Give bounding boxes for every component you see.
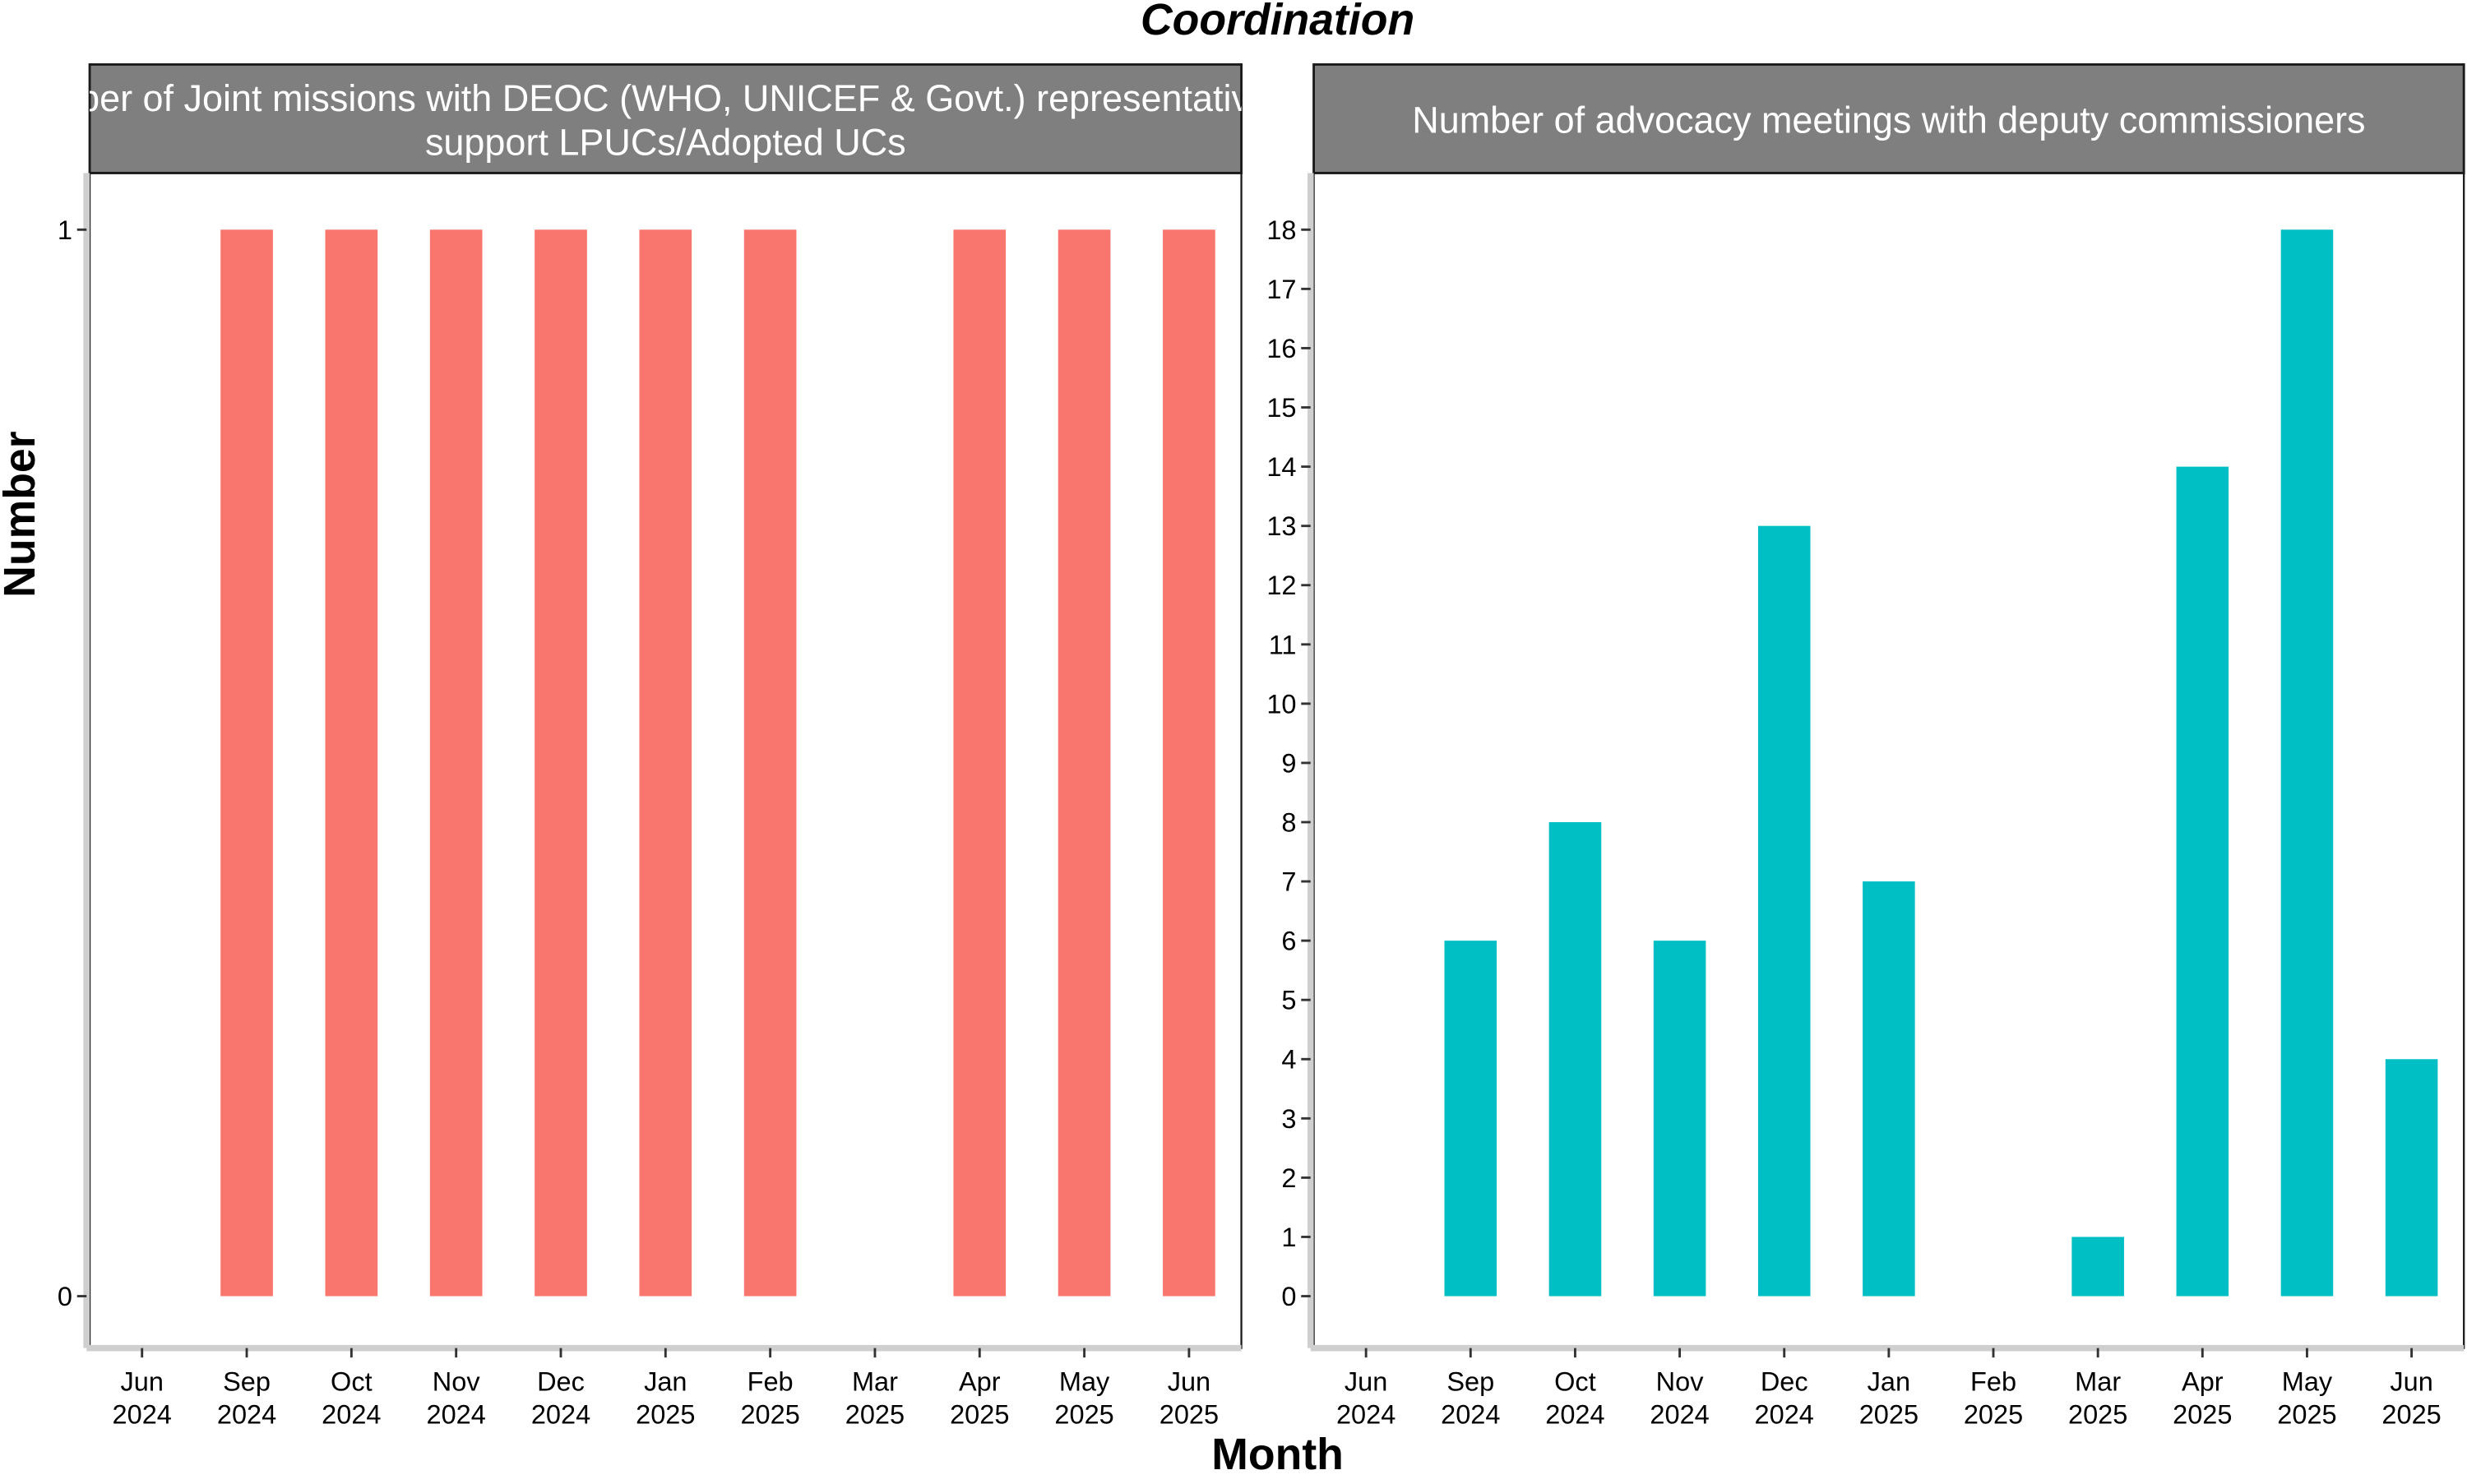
panel-1-x-tick-label-month: Mar [2075, 1366, 2121, 1396]
panel-1-y-tick-label: 12 [1266, 571, 1296, 600]
panel-1-strip [1312, 63, 2465, 174]
panel-0-bar-may-2025 [1058, 229, 1111, 1297]
panel-1-y-tick-label: 16 [1266, 334, 1296, 363]
panel-0-x-tick-label-year: 2025 [636, 1400, 695, 1430]
panel-1-bar-sep-2024 [1444, 941, 1497, 1297]
panel-0-bar-oct-2024 [325, 229, 378, 1297]
panel-1-x-tick-label-year: 2024 [1755, 1400, 1814, 1430]
panel-1-y-tick-label: 6 [1281, 927, 1296, 956]
panel-0-x-tick-label-year: 2024 [322, 1400, 381, 1430]
panel-1-x-tick-label-month: Feb [1970, 1366, 2016, 1396]
panel-1-x-tick-label-month: Apr [2182, 1366, 2224, 1396]
panel-0-strip-label: support LPUCs/Adopted UCs [425, 121, 906, 163]
panel-0-x-tick-label-year: 2024 [113, 1400, 172, 1430]
panel-1-y-tick-label: 11 [1269, 630, 1297, 659]
panel-1-x-tick-label-year: 2024 [1650, 1400, 1709, 1430]
panel-1-x-tick-label-month: Jun [2390, 1366, 2432, 1396]
panel-0-bar-feb-2025 [743, 229, 797, 1297]
panel-0-x-tick-label-month: Jan [644, 1366, 687, 1396]
panel-1-bar-nov-2024 [1653, 941, 1706, 1297]
panel-1-bar-apr-2025 [2176, 466, 2229, 1297]
panel-0-bar-nov-2024 [429, 229, 483, 1297]
panel-1-y-tick-label: 8 [1281, 807, 1296, 837]
panel-1-x-tick-label-year: 2025 [2068, 1400, 2127, 1430]
panel-1-x-tick-label-month: May [2282, 1366, 2333, 1396]
panel-1-bar-oct-2024 [1548, 822, 1602, 1297]
chart-title: Coordination [1141, 0, 1414, 44]
panel-1-x-tick-label-month: Dec [1761, 1366, 1808, 1396]
panel-0-x-tick-label-month: Apr [959, 1366, 1001, 1396]
panel-1-bar-may-2025 [2280, 229, 2334, 1297]
panel-1-x-tick-label-month: Oct [1554, 1366, 1596, 1396]
panel-1-x-tick-label-year: 2025 [1859, 1400, 1919, 1430]
panel-1-x-tick-label-month: Nov [1656, 1366, 1705, 1396]
panel-1-y-tick-label: 1 [1281, 1223, 1296, 1252]
panel-1-y-tick-label: 10 [1266, 689, 1296, 719]
panel-0-x-tick-label-year: 2025 [740, 1400, 799, 1430]
panel-0-x-tick-label-year: 2025 [1159, 1400, 1219, 1430]
panel-0-bar-sep-2024 [220, 229, 273, 1297]
panel-1-strip-label: Number of advocacy meetings with deputy … [1412, 99, 2365, 141]
panel-1-y-tick-label: 0 [1281, 1282, 1296, 1311]
panel-1-y-tick-label: 2 [1281, 1163, 1296, 1193]
panel-0-x-tick-label-year: 2024 [531, 1400, 590, 1430]
panel-1-x-tick-label-month: Jan [1868, 1366, 1910, 1396]
panel-1-bar-mar-2025 [2071, 1237, 2124, 1297]
panel-1-x-tick-label-year: 2024 [1441, 1400, 1500, 1430]
panel-0-strip-label: Number of Joint missions with DEOC (WHO,… [1, 77, 1330, 119]
panel-0-bar-dec-2024 [535, 229, 587, 1297]
panel-0-x-tick-label-month: Dec [537, 1366, 585, 1396]
panel-0-x-tick-label-month: Oct [331, 1366, 373, 1396]
panel-1-x-tick-label-year: 2025 [2173, 1400, 2232, 1430]
panel-1-bar-jan-2025 [1863, 881, 1915, 1297]
panel-0-y-tick-label: 1 [58, 215, 72, 245]
panel-1-y-tick-label: 4 [1281, 1045, 1296, 1075]
panel-1-y-tick-label: 18 [1266, 215, 1296, 245]
panel-0-y-tick-label: 0 [58, 1282, 72, 1311]
panel-1-y-tick-label: 14 [1266, 452, 1296, 482]
panel-1-y-tick-label: 3 [1281, 1104, 1296, 1134]
panel-1-x-tick-label-year: 2025 [2277, 1400, 2336, 1430]
panel-0-x-tick-label-month: Feb [748, 1366, 794, 1396]
panel-1-bar-dec-2024 [1757, 525, 1811, 1297]
panel-1-bar-jun-2025 [2385, 1059, 2438, 1297]
panel-0-x-tick-label-month: May [1059, 1366, 1110, 1396]
panel-0-x-tick-label-year: 2025 [845, 1400, 905, 1430]
panel-1-x-tick-label-month: Sep [1446, 1366, 1494, 1396]
panel-0-x-tick-label-year: 2024 [427, 1400, 486, 1430]
panel-0-bar-jun-2025 [1163, 229, 1215, 1297]
panel-1-y-tick-label: 15 [1266, 393, 1296, 423]
x-axis-label: Month [1211, 1431, 1344, 1479]
panel-0-x-tick-label-year: 2025 [950, 1400, 1009, 1430]
panel-0-x-tick-label-month: Jun [1168, 1366, 1210, 1396]
panel-0-strip [88, 63, 1243, 174]
panel-1-y-tick-label: 5 [1281, 986, 1296, 1015]
panel-0-x-tick-label-month: Mar [852, 1366, 898, 1396]
panel-0-bar-apr-2025 [953, 229, 1007, 1297]
panel-1-y-tick-label: 7 [1281, 867, 1296, 897]
panel-1-x-tick-label-year: 2024 [1336, 1400, 1395, 1430]
panel-0-x-tick-label-month: Jun [120, 1366, 163, 1396]
panel-1-x-tick-label-month: Jun [1345, 1366, 1387, 1396]
panel-1-y-tick-label: 9 [1281, 748, 1296, 778]
panel-0-x-tick-label-year: 2025 [1054, 1400, 1113, 1430]
panel-1-y-tick-label: 13 [1266, 511, 1296, 541]
panel-0-x-tick-label-year: 2024 [217, 1400, 276, 1430]
y-axis-label: Number [0, 431, 44, 598]
panel-0-x-tick-label-month: Sep [223, 1366, 271, 1396]
panel-1-y-tick-label: 17 [1266, 275, 1296, 304]
panel-1-x-tick-label-year: 2025 [1964, 1400, 2023, 1430]
panel-0-x-tick-label-month: Nov [433, 1366, 481, 1396]
panel-1-x-tick-label-year: 2025 [2381, 1400, 2441, 1430]
panel-0-bar-jan-2025 [639, 229, 692, 1297]
panel-1-x-tick-label-year: 2024 [1545, 1400, 1604, 1430]
